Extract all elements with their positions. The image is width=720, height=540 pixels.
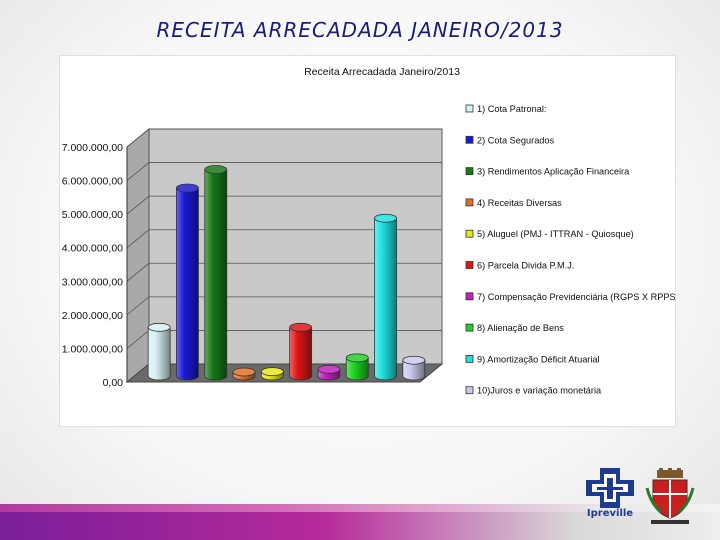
legend-label-3: 3) Rendimentos Aplicação Financeira (477, 167, 630, 177)
bar-6-body (289, 326, 313, 381)
footer-band-top (0, 504, 720, 512)
gridline-side (126, 128, 150, 148)
bar-5-top (260, 367, 284, 377)
chart-title: Receita Arrecadada Janeiro/2013 (304, 66, 460, 78)
bar-2-body (176, 187, 199, 381)
bar-2-top (176, 183, 199, 193)
gridline-side (126, 296, 150, 316)
bar-8-top (345, 353, 369, 363)
legend-label-5: 5) Aluguel (PMJ - ITTRAN - Quiosque) (477, 229, 634, 239)
gridline-side (126, 262, 150, 282)
legend-swatch-5 (465, 229, 474, 238)
y-tick-label: 0,00 (103, 377, 124, 389)
gridline-side (126, 229, 150, 249)
bar-9-top (374, 213, 397, 223)
legend-label-4: 4) Receitas Diversas (477, 198, 562, 208)
footer-band (0, 512, 720, 540)
legend-swatch-10 (465, 386, 474, 395)
bar-1-body (147, 326, 171, 381)
legend-label-2: 2) Cota Segurados (477, 135, 555, 145)
bar-4-top (232, 367, 256, 377)
y-tick-label: 2.000.000,00 (62, 310, 123, 322)
bar-chart: 0,00 1.000.000,00 2.000.000,00 3.000.000,00… (62, 66, 675, 396)
slide-title: RECEITA ARRECADADA JANEIRO/2013 (156, 18, 564, 42)
y-tick-label: 4.000.000,00 (62, 243, 123, 255)
logo-text: Ipreville (586, 508, 634, 519)
legend-swatch-1 (465, 104, 474, 113)
bar-10-body (402, 359, 426, 381)
legend-label-9: 9) Amortização Déficit Atuarial (477, 354, 600, 364)
ipreville-logo: Ipreville (582, 466, 638, 526)
legend-label-10: 10)Juros e variação monetária (477, 386, 602, 396)
legend-swatch-9 (465, 354, 474, 363)
legend-label-6: 6) Parcela Divida P.M.J. (477, 261, 574, 271)
chart-panel: 0,00 1.000.000,00 2.000.000,00 3.000.000,00… (59, 55, 676, 427)
bar-1-top (147, 322, 171, 332)
y-tick-label: 6.000.000,00 (62, 176, 123, 188)
gridline-side (126, 195, 150, 215)
bar-7-top (317, 364, 341, 374)
legend-label-1: 1) Cota Patronal: (477, 104, 546, 114)
crest-icon (645, 468, 695, 524)
bar-8-body (345, 357, 369, 381)
y-tick-label: 5.000.000,00 (62, 209, 123, 221)
gridline-side (126, 330, 150, 349)
bar-3-body (204, 169, 228, 381)
legend-label-7: 7) Compensação Previdenciária (RGPS X RP… (477, 292, 675, 302)
legend-label-8: 8) Alienação de Bens (477, 323, 564, 333)
y-tick-label: 1.000.000,00 (62, 343, 123, 355)
gridline-side (126, 162, 150, 181)
legend-swatch-8 (465, 323, 474, 332)
bar-9-body (374, 217, 397, 381)
y-tick-label: 3.000.000,00 (62, 276, 123, 288)
y-tick-label: 7.000.000,00 (62, 142, 123, 154)
prefeitura-crest-logo (645, 468, 695, 526)
bar-6-top (289, 322, 313, 332)
legend-swatch-6 (465, 261, 474, 269)
legend-swatch-2 (465, 135, 474, 144)
chart-side-wall (126, 127, 150, 384)
bar-3-top (204, 165, 228, 174)
bar-10-top (402, 355, 426, 365)
legend-swatch-7 (465, 292, 474, 301)
legend-swatch-4 (465, 198, 474, 207)
legend-swatch-3 (465, 167, 474, 175)
ipreville-cross-icon (586, 468, 634, 508)
